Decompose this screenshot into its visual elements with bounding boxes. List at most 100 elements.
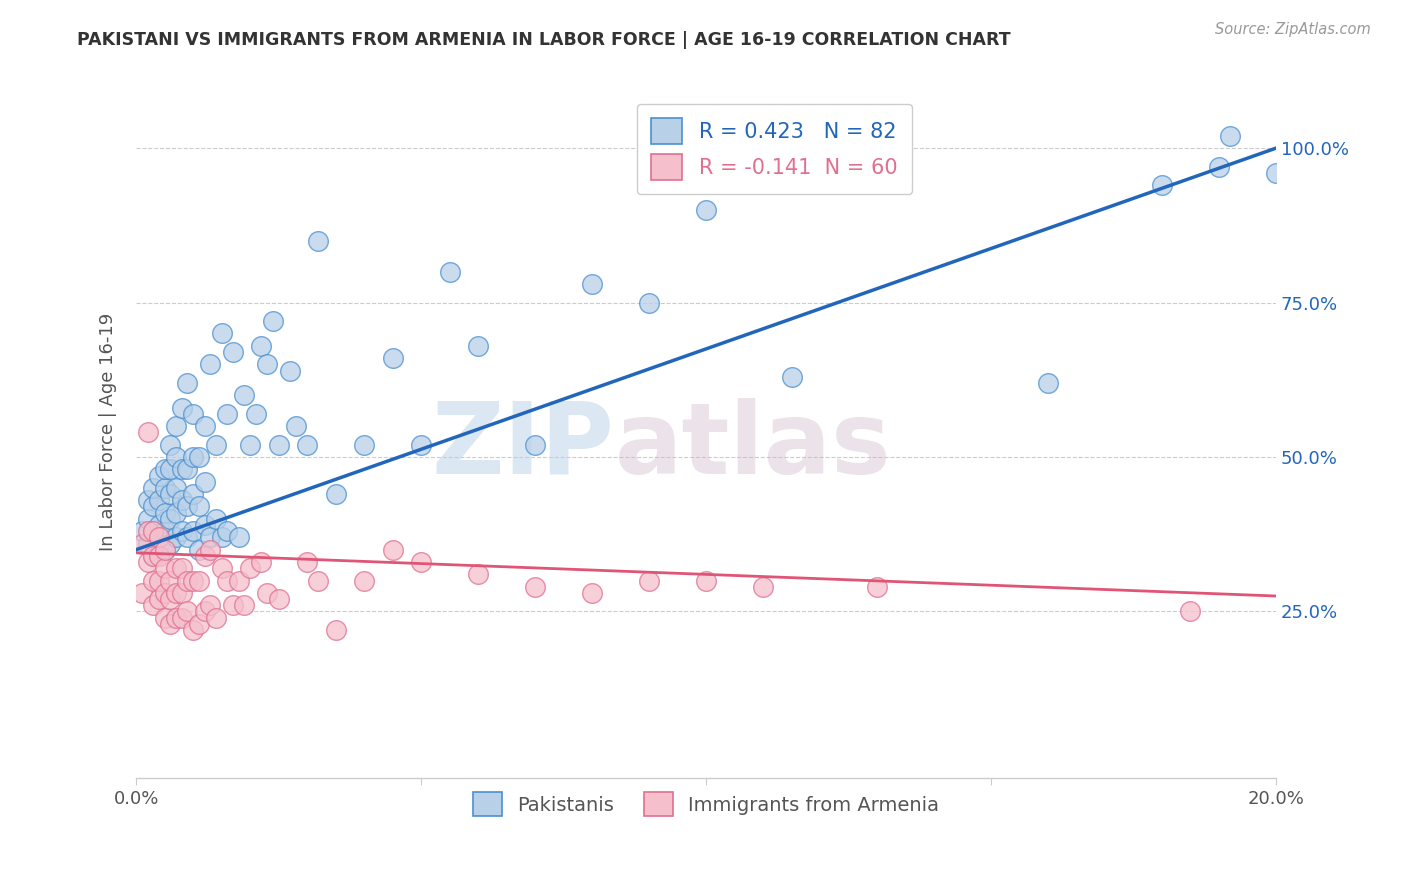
Point — [353, 438, 375, 452]
Point — [148, 530, 170, 544]
Point — [239, 561, 262, 575]
Point — [142, 574, 165, 588]
Point — [1150, 178, 1173, 193]
Point — [165, 419, 187, 434]
Point — [142, 549, 165, 563]
Point — [136, 425, 159, 440]
Point — [200, 530, 222, 544]
Point — [159, 536, 181, 550]
Point — [295, 438, 318, 452]
Point — [159, 487, 181, 501]
Point — [256, 586, 278, 600]
Point — [233, 388, 256, 402]
Y-axis label: In Labor Force | Age 16-19: In Labor Force | Age 16-19 — [100, 313, 117, 551]
Point — [148, 518, 170, 533]
Point — [148, 536, 170, 550]
Point — [170, 586, 193, 600]
Point — [1208, 160, 1230, 174]
Point — [409, 438, 432, 452]
Point — [153, 506, 176, 520]
Point — [131, 524, 153, 538]
Point — [193, 549, 215, 563]
Point — [325, 623, 347, 637]
Point — [142, 599, 165, 613]
Point — [170, 401, 193, 415]
Point — [131, 586, 153, 600]
Point — [153, 524, 176, 538]
Point — [176, 574, 198, 588]
Point — [170, 610, 193, 624]
Point — [170, 493, 193, 508]
Point — [211, 561, 233, 575]
Point — [159, 462, 181, 476]
Point — [1180, 604, 1202, 618]
Point — [193, 604, 215, 618]
Point — [262, 314, 284, 328]
Point — [308, 574, 330, 588]
Text: Source: ZipAtlas.com: Source: ZipAtlas.com — [1215, 22, 1371, 37]
Point — [170, 561, 193, 575]
Point — [153, 462, 176, 476]
Point — [780, 369, 803, 384]
Point — [200, 599, 222, 613]
Point — [148, 468, 170, 483]
Point — [228, 574, 250, 588]
Point — [233, 599, 256, 613]
Point — [752, 580, 775, 594]
Point — [148, 549, 170, 563]
Point — [638, 574, 661, 588]
Point — [165, 561, 187, 575]
Point — [153, 586, 176, 600]
Point — [159, 512, 181, 526]
Point — [165, 506, 187, 520]
Point — [250, 339, 273, 353]
Point — [222, 345, 245, 359]
Point — [866, 580, 889, 594]
Point — [153, 561, 176, 575]
Point — [695, 202, 717, 217]
Point — [176, 376, 198, 390]
Point — [284, 419, 307, 434]
Point — [325, 487, 347, 501]
Point — [581, 586, 603, 600]
Point — [278, 363, 301, 377]
Point — [187, 500, 209, 514]
Point — [267, 592, 290, 607]
Point — [205, 512, 228, 526]
Point — [148, 574, 170, 588]
Point — [136, 524, 159, 538]
Point — [170, 462, 193, 476]
Point — [176, 462, 198, 476]
Point — [239, 438, 262, 452]
Point — [148, 592, 170, 607]
Text: atlas: atlas — [614, 398, 891, 495]
Point — [142, 524, 165, 538]
Point — [1265, 166, 1288, 180]
Point — [217, 407, 239, 421]
Point — [187, 616, 209, 631]
Point — [181, 407, 204, 421]
Point — [193, 475, 215, 489]
Point — [165, 481, 187, 495]
Point — [142, 524, 165, 538]
Point — [181, 524, 204, 538]
Point — [142, 481, 165, 495]
Point — [187, 450, 209, 464]
Point — [165, 450, 187, 464]
Text: ZIP: ZIP — [432, 398, 614, 495]
Point — [695, 574, 717, 588]
Point — [165, 586, 187, 600]
Point — [524, 438, 547, 452]
Point — [159, 592, 181, 607]
Point — [211, 326, 233, 341]
Point — [159, 438, 181, 452]
Point — [524, 580, 547, 594]
Point — [131, 536, 153, 550]
Point — [187, 542, 209, 557]
Point — [187, 574, 209, 588]
Point — [217, 574, 239, 588]
Point — [193, 419, 215, 434]
Point — [142, 549, 165, 563]
Point — [153, 481, 176, 495]
Point — [256, 357, 278, 371]
